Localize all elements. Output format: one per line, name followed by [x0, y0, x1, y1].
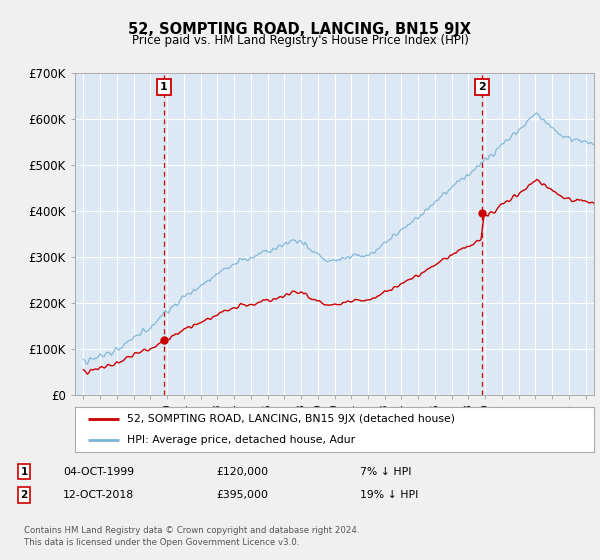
Text: 1: 1	[20, 466, 28, 477]
Text: HPI: Average price, detached house, Adur: HPI: Average price, detached house, Adur	[127, 435, 355, 445]
Text: 04-OCT-1999: 04-OCT-1999	[63, 466, 134, 477]
Text: 52, SOMPTING ROAD, LANCING, BN15 9JX (detached house): 52, SOMPTING ROAD, LANCING, BN15 9JX (de…	[127, 414, 455, 424]
Text: 2: 2	[20, 490, 28, 500]
Text: £395,000: £395,000	[216, 490, 268, 500]
Text: Contains HM Land Registry data © Crown copyright and database right 2024.
This d: Contains HM Land Registry data © Crown c…	[24, 526, 359, 547]
Text: £120,000: £120,000	[216, 466, 268, 477]
Text: 2: 2	[478, 82, 485, 92]
Text: 1: 1	[160, 82, 167, 92]
Text: Price paid vs. HM Land Registry's House Price Index (HPI): Price paid vs. HM Land Registry's House …	[131, 34, 469, 47]
Text: 12-OCT-2018: 12-OCT-2018	[63, 490, 134, 500]
Text: 7% ↓ HPI: 7% ↓ HPI	[360, 466, 412, 477]
Text: 19% ↓ HPI: 19% ↓ HPI	[360, 490, 418, 500]
Text: 52, SOMPTING ROAD, LANCING, BN15 9JX: 52, SOMPTING ROAD, LANCING, BN15 9JX	[128, 22, 472, 37]
